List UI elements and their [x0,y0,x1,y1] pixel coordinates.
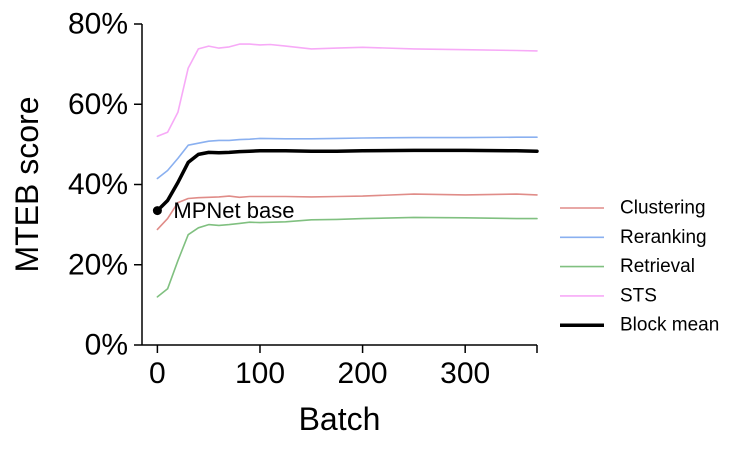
series-line-clustering [156,193,538,231]
series-line-retrieval [156,216,538,298]
axes: 0% 20% 40% 60% 80% 0 100 200 300 Batch MTEB score [9,8,538,437]
x-tick-label: 0 [149,357,166,390]
legend-label-clustering: Clustering [620,198,706,219]
y-axis-title: MTEB score [9,96,45,272]
x-tick-label: 200 [338,357,388,390]
x-axis-title: Batch [299,401,381,437]
annotation: MPNet base [152,198,294,223]
series-line-sts [156,43,538,138]
x-tick-label: 300 [440,357,490,390]
y-tick-label: 20% [68,248,128,281]
x-tick-label: 100 [235,357,285,390]
y-tick-label: 60% [68,88,128,121]
series-lines [155,43,539,298]
series-line-reranking [156,136,538,180]
y-tick-label: 0% [85,329,128,362]
y-tick-label: 40% [68,168,128,201]
y-tick-label: 80% [68,8,128,41]
legend-label-reranking: Reranking [620,227,707,248]
legend-label-retrieval: Retrieval [620,256,695,277]
series-line-block-mean [155,148,539,213]
legend-label-sts: STS [620,285,657,306]
legend-label-block-mean: Block mean [620,315,719,336]
annotation-label: MPNet base [173,198,294,223]
legend: Clustering Reranking Retrieval STS Block mea… [560,198,719,336]
annotation-point [152,206,162,216]
